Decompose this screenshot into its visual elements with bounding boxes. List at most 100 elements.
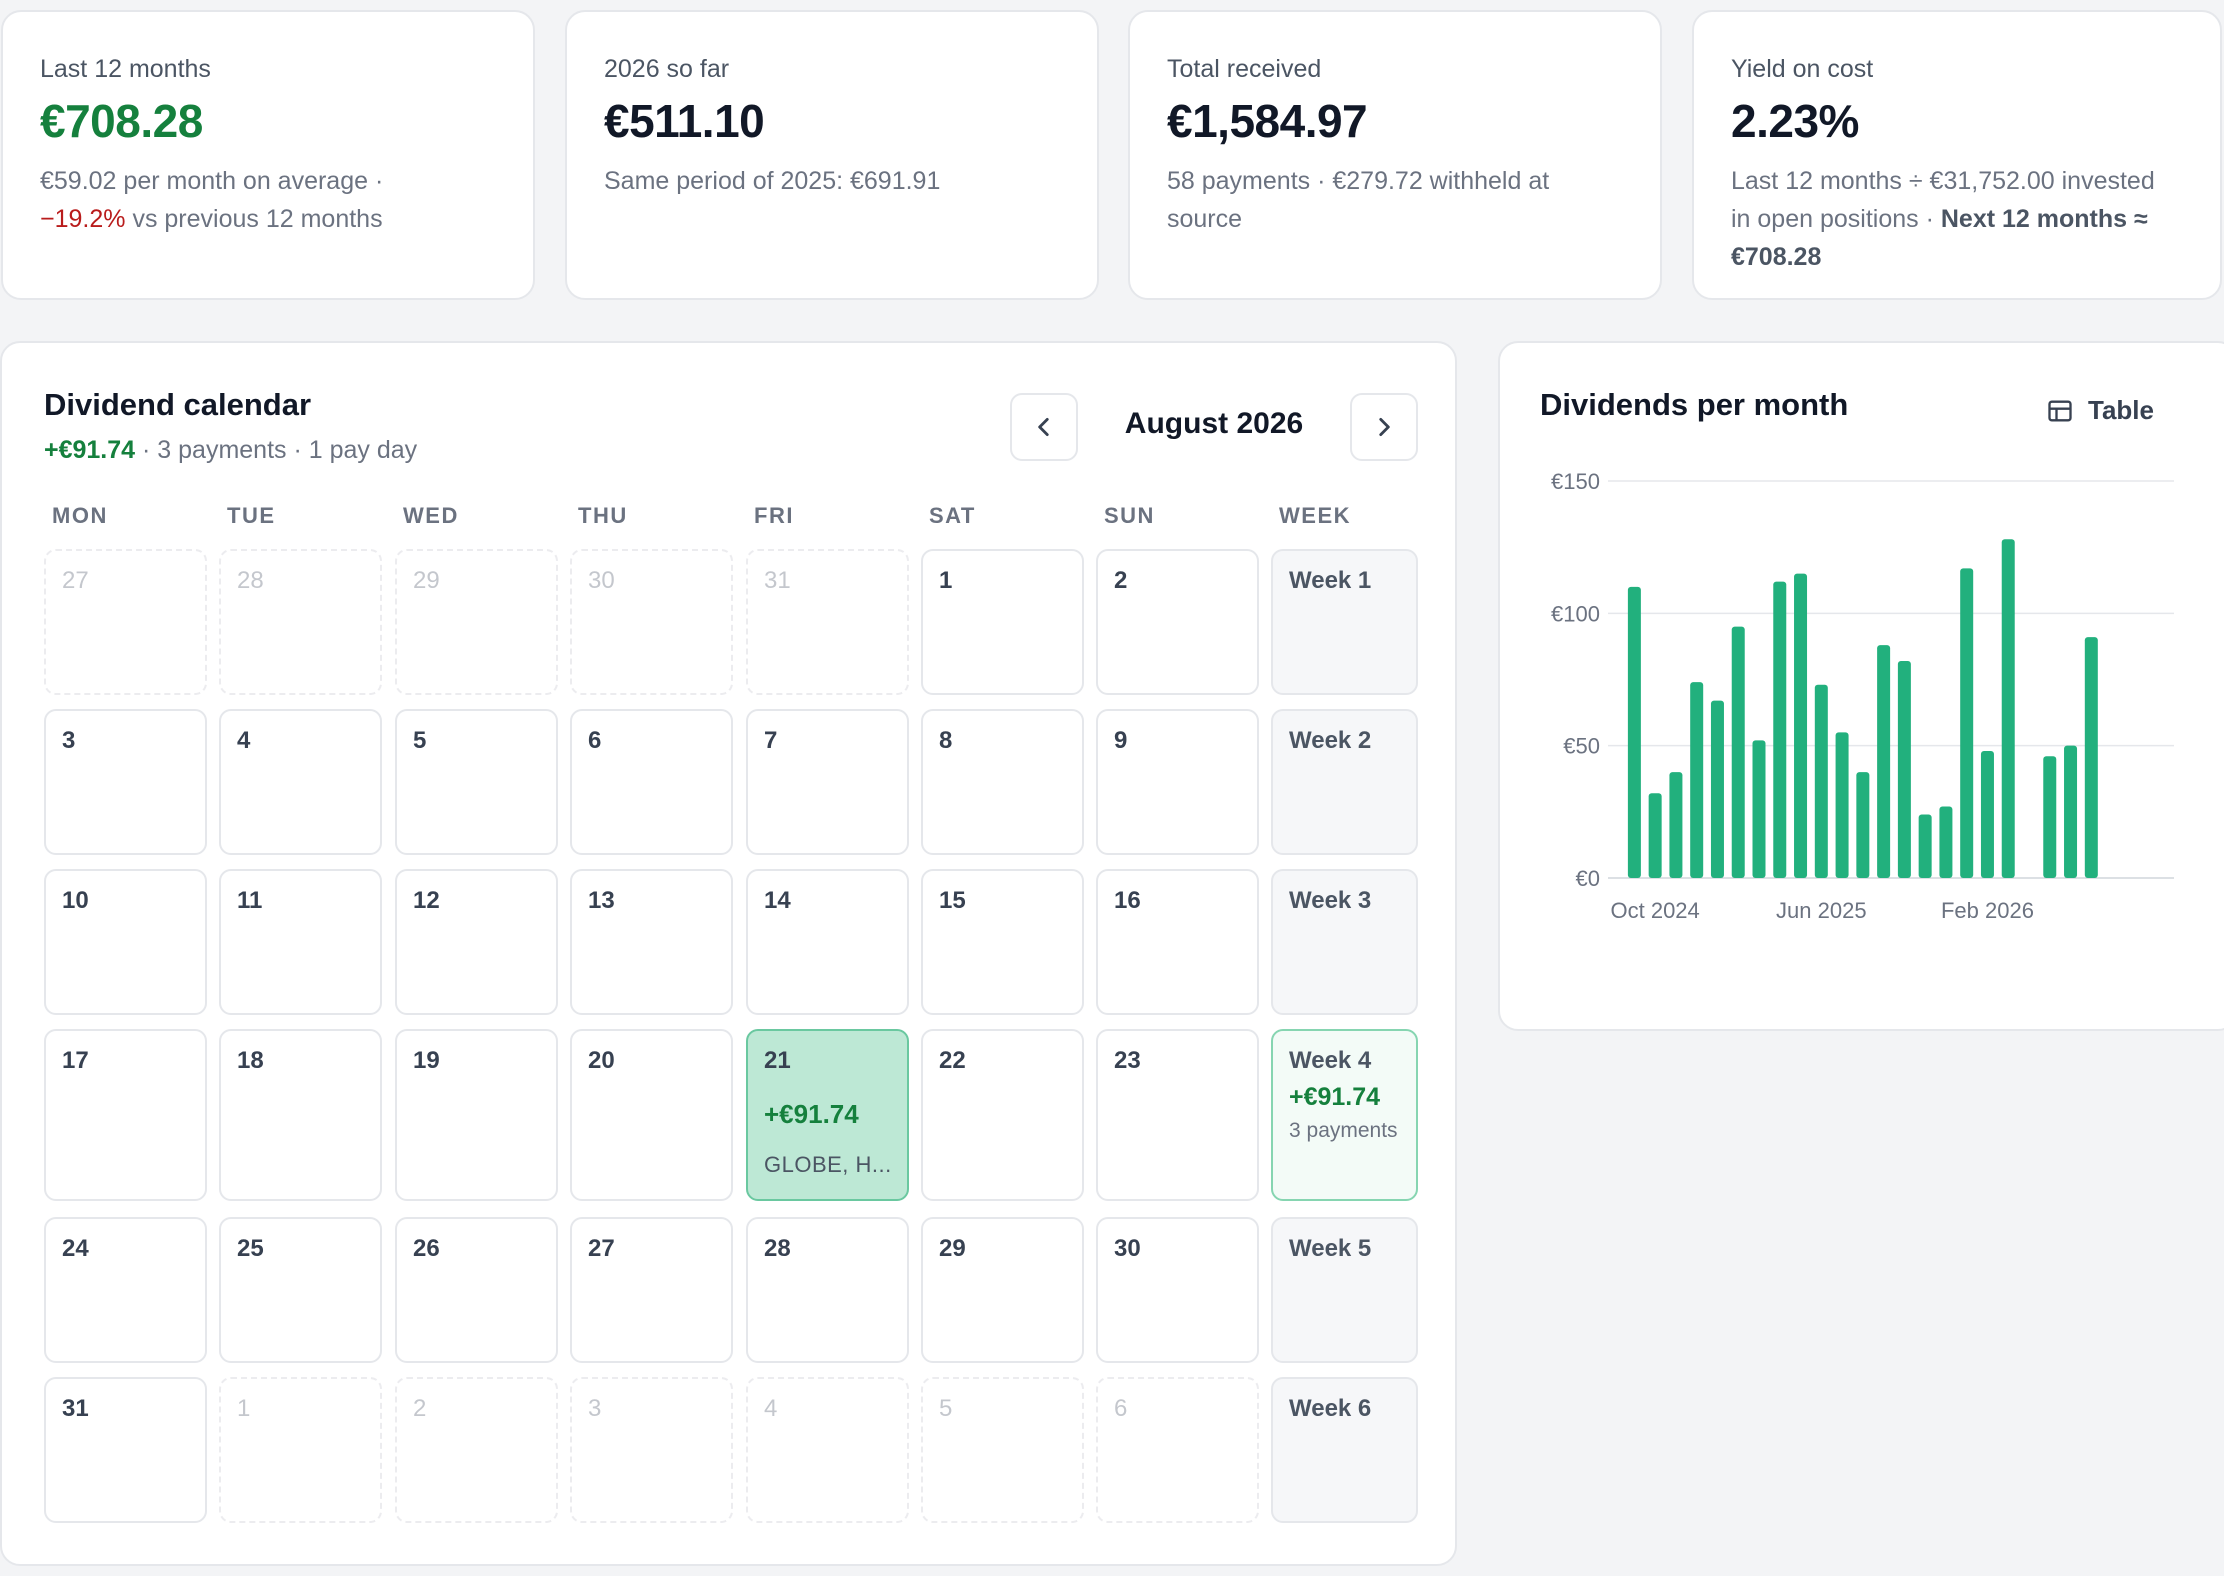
bar-mar-2025[interactable] (1752, 740, 1766, 878)
calendar-day[interactable]: 1 (921, 549, 1084, 695)
calendar-day-payment[interactable]: 21 +€91.74 GLOBE, H... (746, 1029, 909, 1201)
week-label: Week 5 (1289, 1235, 1372, 1262)
calendar-day[interactable]: 23 (1096, 1029, 1259, 1201)
bar-dec-2025[interactable] (1939, 806, 1953, 878)
bar-jul-2025[interactable] (1835, 732, 1849, 878)
day-number: 3 (588, 1395, 602, 1422)
stat-subtext: Same period of 2025: €691.91 (604, 167, 941, 195)
bar-jan-2026[interactable] (1960, 568, 1974, 878)
bar-oct-2024[interactable] (1648, 793, 1662, 878)
day-number: 10 (62, 887, 89, 914)
bar-jun-2025[interactable] (1814, 684, 1828, 878)
bar-apr-2025[interactable] (1773, 581, 1787, 878)
stat-card-last-12-months: Last 12 months €708.28 €59.02 per month … (1, 10, 535, 300)
calendar-day[interactable]: 4 (219, 709, 382, 855)
calendar-day[interactable]: 14 (746, 869, 909, 1015)
current-month-label: August 2026 (1124, 407, 1304, 440)
bar-nov-2024[interactable] (1669, 772, 1683, 878)
table-view-button[interactable]: Table (2046, 395, 2154, 426)
week-summary: Week 4 +€91.74 3 payments (1271, 1029, 1418, 1201)
calendar-day[interactable]: 25 (219, 1217, 382, 1363)
weekday-header: THU (578, 503, 628, 528)
bar-nov-2025[interactable] (1918, 814, 1932, 878)
bar-may-2026[interactable] (2043, 756, 2057, 878)
calendar-day[interactable]: 12 (395, 869, 558, 1015)
calendar-day: 2 (395, 1377, 558, 1523)
bar-sep-2024[interactable] (1627, 586, 1641, 878)
calendar-day[interactable]: 8 (921, 709, 1084, 855)
bar-feb-2025[interactable] (1731, 626, 1745, 878)
bar-sep-2025[interactable] (1877, 645, 1891, 878)
table-button-label: Table (2088, 395, 2154, 425)
calendar-day: 27 (44, 549, 207, 695)
calendar-day: 4 (746, 1377, 909, 1523)
y-tick-label: €50 (1563, 734, 1600, 759)
calendar-day[interactable]: 3 (44, 709, 207, 855)
calendar-day[interactable]: 15 (921, 869, 1084, 1015)
calendar-day[interactable]: 17 (44, 1029, 207, 1201)
calendar-day[interactable]: 5 (395, 709, 558, 855)
day-number: 26 (413, 1235, 440, 1262)
x-tick-label: Oct 2024 (1611, 898, 1700, 923)
calendar-day[interactable]: 27 (570, 1217, 733, 1363)
calendar-day[interactable]: 10 (44, 869, 207, 1015)
day-number: 5 (413, 727, 427, 754)
day-number: 27 (62, 567, 89, 594)
day-number: 11 (237, 887, 263, 914)
calendar-day[interactable]: 2 (1096, 549, 1259, 695)
day-number: 19 (413, 1047, 440, 1074)
calendar-day[interactable]: 19 (395, 1029, 558, 1201)
stat-subtext-part: Last 12 months ÷ €31,752.00 invested in … (1731, 167, 2155, 233)
calendar-day[interactable]: 22 (921, 1029, 1084, 1201)
dividend-calendar-panel: Dividend calendar +€91.74 · 3 payments ·… (0, 341, 1457, 1566)
day-number: 18 (237, 1047, 264, 1074)
week-label: Week 1 (1289, 567, 1372, 594)
bar-mar-2026[interactable] (2001, 539, 2015, 878)
calendar-day[interactable]: 29 (921, 1217, 1084, 1363)
day-number: 29 (939, 1235, 966, 1262)
bar-may-2025[interactable] (1794, 573, 1808, 878)
week-label: Week 4 (1289, 1047, 1372, 1074)
weekday-header: SUN (1104, 503, 1155, 528)
next-month-button[interactable] (1350, 393, 1418, 461)
bar-aug-2025[interactable] (1856, 772, 1870, 878)
calendar-day[interactable]: 18 (219, 1029, 382, 1201)
day-number: 27 (588, 1235, 615, 1262)
bar-feb-2026[interactable] (1980, 750, 1994, 878)
dividends-bar-chart: €0 €50 €100 €150 Oct 2024 Jun 2025 Feb 2026 (1551, 469, 2174, 923)
day-number: 8 (939, 727, 953, 754)
day-number: 25 (237, 1235, 264, 1262)
calendar-day[interactable]: 7 (746, 709, 909, 855)
stat-label: Total received (1167, 55, 1322, 83)
week-label: Week 6 (1289, 1395, 1372, 1422)
stat-label: Last 12 months (40, 55, 211, 83)
calendar-day[interactable]: 13 (570, 869, 733, 1015)
day-number: 3 (62, 727, 76, 754)
calendar-day[interactable]: 28 (746, 1217, 909, 1363)
stat-subtext: 58 payments · €279.72 withheld at source (1167, 167, 1550, 233)
calendar-day[interactable]: 9 (1096, 709, 1259, 855)
calendar-day[interactable]: 20 (570, 1029, 733, 1201)
calendar-day[interactable]: 11 (219, 869, 382, 1015)
bar-dec-2024[interactable] (1690, 682, 1704, 878)
calendar-day: 3 (570, 1377, 733, 1523)
previous-month-button[interactable] (1010, 393, 1078, 461)
bar-jul-2026[interactable] (2084, 637, 2098, 878)
calendar-day[interactable]: 6 (570, 709, 733, 855)
bar-oct-2025[interactable] (1897, 660, 1911, 878)
week-summary: Week 6 (1271, 1377, 1418, 1523)
y-tick-label: €100 (1551, 601, 1600, 626)
calendar-day[interactable]: 24 (44, 1217, 207, 1363)
week-summary: Week 2 (1271, 709, 1418, 855)
calendar-day[interactable]: 31 (44, 1377, 207, 1523)
calendar-day[interactable]: 16 (1096, 869, 1259, 1015)
day-number: 7 (764, 727, 778, 754)
calendar-day: 6 (1096, 1377, 1259, 1523)
calendar-day[interactable]: 30 (1096, 1217, 1259, 1363)
week-summary: Week 5 (1271, 1217, 1418, 1363)
calendar-day[interactable]: 26 (395, 1217, 558, 1363)
dividends-per-month-panel: Dividends per month Table €0 €50 €100 €150 O… (1498, 341, 2224, 1031)
bar-jun-2026[interactable] (2064, 745, 2078, 878)
day-number: 13 (588, 887, 615, 914)
bar-jan-2025[interactable] (1710, 700, 1724, 878)
